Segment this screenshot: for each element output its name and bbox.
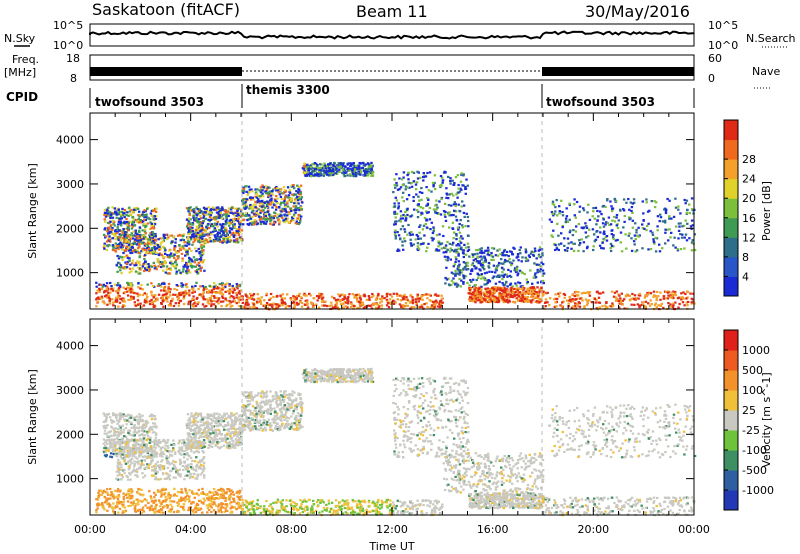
nave-label: Nave xyxy=(752,65,780,78)
colorbar-tick-label: -25 xyxy=(742,424,760,437)
power-colorbar-label: Power [dB] xyxy=(760,181,773,241)
colorbar-tick-label: 1000 xyxy=(742,344,770,357)
range-tick-label: 2000 xyxy=(56,222,84,235)
colorbar-tick-label: 8 xyxy=(742,251,749,264)
freq-tick-top: 18 xyxy=(66,52,80,65)
nave-tick-bottom: 0 xyxy=(708,72,715,85)
colorbar-tick-label: 24 xyxy=(742,173,756,186)
date-title: 30/May/2016 xyxy=(585,2,690,21)
time-tick-label: 00:00 xyxy=(678,523,710,536)
colorbar-swatch xyxy=(724,276,738,297)
cpid-segment-1: twofsound 3503 xyxy=(95,95,204,109)
time-tick-label: 20:00 xyxy=(577,523,609,536)
freq-label: Freq. xyxy=(12,53,39,66)
range-tick-label: 1000 xyxy=(56,267,84,280)
range-tick-label: 2000 xyxy=(56,428,84,441)
colorbar-swatch xyxy=(724,370,738,391)
colorbar-swatch xyxy=(724,430,738,451)
colorbar-tick-label: 16 xyxy=(742,212,756,225)
nsky-label: N.Sky xyxy=(4,32,36,45)
range-tick-label: 3000 xyxy=(56,384,84,397)
colorbar-swatch xyxy=(724,330,738,351)
power-colorbar: 4 8 12 16 20 24 28 xyxy=(723,119,756,297)
colorbar-swatch xyxy=(724,159,738,180)
colorbar-swatch xyxy=(724,198,738,219)
colorbar-swatch xyxy=(724,490,738,511)
power-panel: 1000 2000 3000 4000 xyxy=(56,112,697,311)
time-tick-label: 00:00 xyxy=(74,523,106,536)
time-tick-label: 12:00 xyxy=(376,523,408,536)
freq-strip xyxy=(89,54,695,81)
colorbar-swatch xyxy=(724,217,738,238)
colorbar-swatch xyxy=(724,390,738,411)
velocity-colorbar: 1000 500 100 25 -25 -100 -500 -1000 xyxy=(723,329,774,511)
colorbar-swatch xyxy=(724,139,738,160)
velocity-ylabel: Slant Range [km] xyxy=(26,369,39,465)
colorbar-tick-label: -500 xyxy=(742,464,767,477)
freq-unit: [MHz] xyxy=(4,66,36,79)
colorbar-swatch xyxy=(724,256,738,277)
range-tick-label: 4000 xyxy=(56,340,84,353)
colorbar-swatch xyxy=(724,237,738,258)
time-tick-label: 04:00 xyxy=(175,523,207,536)
colorbar-tick-label: -100 xyxy=(742,444,767,457)
colorbar-tick-label: 28 xyxy=(742,153,756,166)
range-tick-label: 1000 xyxy=(56,473,84,486)
range-tick-label: 3000 xyxy=(56,178,84,191)
freq-tick-bottom: 8 xyxy=(70,72,77,85)
time-axis-label: Time UT xyxy=(368,540,414,553)
nsky-tick-top: 10^5 xyxy=(53,19,83,32)
noise-strip xyxy=(89,23,695,47)
range-tick-label: 4000 xyxy=(56,134,84,147)
cpid-label: CPID xyxy=(6,90,38,104)
cpid-segment-2: themis 3300 xyxy=(246,83,330,97)
nave-tick-top: 60 xyxy=(708,52,722,65)
nsearch-label: N.Search xyxy=(746,32,796,45)
colorbar-tick-label: 4 xyxy=(742,270,749,283)
colorbar-tick-label: 12 xyxy=(742,231,756,244)
beam-title: Beam 11 xyxy=(356,2,428,21)
colorbar-swatch xyxy=(724,410,738,431)
colorbar-tick-label: 100 xyxy=(742,384,763,397)
colorbar-swatch xyxy=(724,350,738,371)
velocity-panel: 1000 2000 3000 4000 xyxy=(56,318,697,517)
colorbar-tick-label: 20 xyxy=(742,192,756,205)
time-tick-label: 16:00 xyxy=(477,523,509,536)
colorbar-swatch xyxy=(724,120,738,141)
cpid-segment-3: twofsound 3503 xyxy=(546,95,655,109)
station-title: Saskatoon (fitACF) xyxy=(92,0,240,19)
colorbar-swatch xyxy=(724,470,738,491)
nsearch-tick-top: 10^5 xyxy=(708,19,738,32)
nsky-tick-bottom: 10^0 xyxy=(53,39,83,52)
velocity-colorbar-label: Velocity [m s^-1] xyxy=(760,372,773,467)
colorbar-tick-label: 25 xyxy=(742,404,756,417)
colorbar-tick-label: 500 xyxy=(742,364,763,377)
colorbar-swatch xyxy=(724,450,738,471)
colorbar-tick-label: -1000 xyxy=(742,484,774,497)
nsearch-tick-bottom: 10^0 xyxy=(708,39,738,52)
power-ylabel: Slant Range [km] xyxy=(26,163,39,259)
colorbar-swatch xyxy=(724,178,738,199)
time-tick-label: 08:00 xyxy=(275,523,307,536)
